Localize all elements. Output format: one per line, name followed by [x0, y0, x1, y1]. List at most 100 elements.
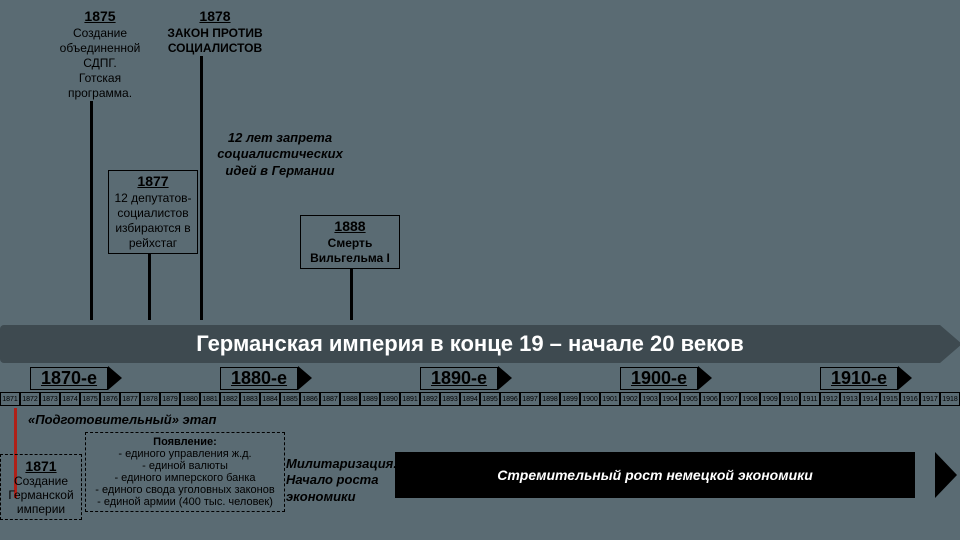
arrow-head-icon	[940, 325, 960, 363]
event-1878: 1878 ЗАКОН ПРОТИВ СОЦИАЛИСТОВ	[155, 8, 275, 56]
year-tick: 1909	[760, 392, 780, 406]
year-tick: 1896	[500, 392, 520, 406]
year-tick: 1885	[280, 392, 300, 406]
stage-label: «Подготовительный» этап	[28, 412, 216, 427]
year-tick: 1876	[100, 392, 120, 406]
decade-label: 1900-е	[620, 367, 698, 390]
event-1888: 1888 Смерть Вильгельма I	[300, 215, 400, 269]
year-tick: 1871	[0, 392, 20, 406]
decade-row: 1870-е 1880-е 1890-е 1900-е 1910-е	[0, 366, 960, 390]
timeline-marker-1878	[200, 20, 203, 320]
appearance-list-item: - единого имперского банка	[90, 472, 280, 484]
decade-item: 1890-е	[420, 366, 512, 390]
page-title: Германская империя в конце 19 – начале 2…	[0, 325, 940, 363]
year-tick: 1900	[580, 392, 600, 406]
year-tick: 1913	[840, 392, 860, 406]
event-1875-sub: Готская программа.	[55, 71, 145, 101]
event-1877-text: 12 депутатов-социалистов избираются в ре…	[113, 191, 193, 251]
event-1875-text: Создание объединенной СДПГ.	[55, 26, 145, 71]
year-tick: 1874	[60, 392, 80, 406]
appearance-list-item: - единой армии (400 тыс. человек)	[90, 496, 280, 508]
year-tick: 1899	[560, 392, 580, 406]
appearance-list-item: - единого свода уголовных законов	[90, 484, 280, 496]
year-tick: 1906	[700, 392, 720, 406]
growth-arrow: Стремительный рост немецкой экономики	[395, 452, 935, 498]
decade-item: 1900-е	[620, 366, 712, 390]
year-tick: 1902	[620, 392, 640, 406]
appearance-head: Появление:	[90, 436, 280, 448]
decade-label: 1890-е	[420, 367, 498, 390]
arrow-head-icon	[698, 366, 712, 390]
year-tick: 1903	[640, 392, 660, 406]
event-1871: 1871 Создание Германской империи	[0, 454, 82, 520]
year-tick: 1891	[400, 392, 420, 406]
event-1878-text: ЗАКОН ПРОТИВ СОЦИАЛИСТОВ	[155, 26, 275, 56]
year-tick: 1883	[240, 392, 260, 406]
year-tick: 1901	[600, 392, 620, 406]
year-tick: 1911	[800, 392, 820, 406]
year-tick: 1877	[120, 392, 140, 406]
arrow-head-icon	[298, 366, 312, 390]
event-1871-year: 1871	[5, 458, 77, 474]
militarization-label: Милитаризация. Начало роста экономики	[286, 456, 396, 505]
arrow-head-icon	[898, 366, 912, 390]
growth-label: Стремительный рост немецкой экономики	[395, 452, 915, 498]
decade-label: 1910-е	[820, 367, 898, 390]
year-tick: 1893	[440, 392, 460, 406]
year-tick: 1904	[660, 392, 680, 406]
year-tick: 1894	[460, 392, 480, 406]
year-tick: 1895	[480, 392, 500, 406]
year-tick: 1910	[780, 392, 800, 406]
title-arrow: Германская империя в конце 19 – начале 2…	[0, 325, 960, 363]
arrow-head-icon	[498, 366, 512, 390]
event-1878-year: 1878	[155, 8, 275, 26]
year-tick: 1905	[680, 392, 700, 406]
appearance-list: - единого управления ж.д.- единой валюты…	[90, 448, 280, 508]
decade-item: 1880-е	[220, 366, 312, 390]
year-tick: 1889	[360, 392, 380, 406]
militarization-l2: Начало роста экономики	[286, 472, 378, 503]
year-tick: 1888	[340, 392, 360, 406]
decade-item: 1910-е	[820, 366, 912, 390]
year-tick: 1897	[520, 392, 540, 406]
appearance-list-item: - единой валюты	[90, 460, 280, 472]
appearance-list-item: - единого управления ж.д.	[90, 448, 280, 460]
year-tick: 1879	[160, 392, 180, 406]
year-tick: 1882	[220, 392, 240, 406]
year-tick: 1875	[80, 392, 100, 406]
year-tick: 1887	[320, 392, 340, 406]
event-1877: 1877 12 депутатов-социалистов избираются…	[108, 170, 198, 254]
year-tick: 1890	[380, 392, 400, 406]
year-ticks: 1871187218731874187518761877187818791880…	[0, 392, 960, 406]
event-1875-year: 1875	[55, 8, 145, 26]
note-12-years: 12 лет запрета социалистических идей в Г…	[210, 130, 350, 179]
year-tick: 1915	[880, 392, 900, 406]
year-tick: 1873	[40, 392, 60, 406]
appearance-box: Появление: - единого управления ж.д.- ед…	[85, 432, 285, 512]
year-tick: 1881	[200, 392, 220, 406]
year-tick: 1912	[820, 392, 840, 406]
decade-label: 1880-е	[220, 367, 298, 390]
event-1871-text: Создание Германской империи	[5, 474, 77, 516]
year-tick: 1914	[860, 392, 880, 406]
year-tick: 1886	[300, 392, 320, 406]
year-tick: 1884	[260, 392, 280, 406]
year-tick: 1917	[920, 392, 940, 406]
decade-label: 1870-е	[30, 367, 108, 390]
year-tick: 1898	[540, 392, 560, 406]
decade-item: 1870-е	[30, 366, 122, 390]
arrow-head-icon	[108, 366, 122, 390]
year-tick: 1916	[900, 392, 920, 406]
event-1875: 1875 Создание объединенной СДПГ. Готская…	[55, 8, 145, 101]
event-1888-text: Смерть Вильгельма I	[305, 236, 395, 266]
year-tick: 1878	[140, 392, 160, 406]
year-tick: 1908	[740, 392, 760, 406]
year-tick: 1918	[940, 392, 960, 406]
arrow-head-icon	[935, 452, 957, 498]
year-tick: 1880	[180, 392, 200, 406]
militarization-l1: Милитаризация.	[286, 456, 397, 471]
year-tick: 1872	[20, 392, 40, 406]
year-tick: 1892	[420, 392, 440, 406]
year-tick: 1907	[720, 392, 740, 406]
event-1877-year: 1877	[113, 173, 193, 191]
